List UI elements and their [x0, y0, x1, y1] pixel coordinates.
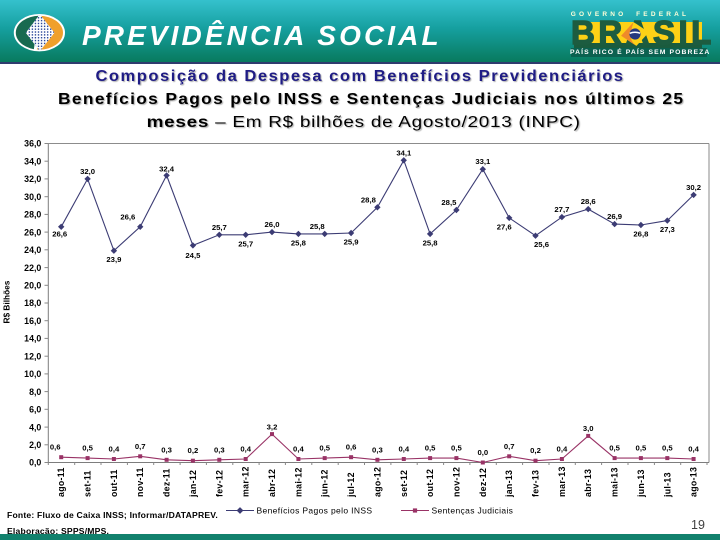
svg-text:25,7: 25,7	[238, 239, 253, 248]
svg-text:dez-11: dez-11	[162, 468, 172, 497]
svg-text:0,4: 0,4	[398, 445, 409, 454]
svg-text:30,2: 30,2	[686, 183, 701, 192]
svg-text:24,5: 24,5	[185, 251, 201, 260]
svg-text:33,1: 33,1	[475, 157, 491, 166]
svg-text:R$ Bilhões: R$ Bilhões	[2, 280, 12, 323]
svg-text:fev-13: fev-13	[531, 470, 541, 497]
svg-text:jun-12: jun-12	[320, 469, 330, 498]
svg-text:3,0: 3,0	[583, 424, 594, 433]
svg-text:14,0: 14,0	[24, 334, 41, 344]
svg-text:0,3: 0,3	[372, 445, 383, 454]
svg-text:0,5: 0,5	[636, 444, 647, 453]
svg-text:0,5: 0,5	[662, 444, 673, 453]
svg-text:28,8: 28,8	[361, 195, 377, 204]
svg-text:0,5: 0,5	[425, 444, 436, 453]
svg-text:26,8: 26,8	[633, 230, 649, 239]
svg-text:32,0: 32,0	[24, 174, 41, 184]
svg-text:3,2: 3,2	[267, 422, 278, 431]
svg-text:0,4: 0,4	[293, 445, 304, 454]
svg-text:0,7: 0,7	[504, 442, 515, 451]
svg-text:jul-12: jul-12	[346, 472, 356, 498]
svg-text:ago-13: ago-13	[689, 467, 699, 497]
svg-text:0,2: 0,2	[530, 446, 541, 455]
svg-text:ago-12: ago-12	[372, 467, 382, 497]
svg-text:28,5: 28,5	[441, 198, 457, 207]
svg-text:26,6: 26,6	[52, 229, 67, 238]
svg-text:0,3: 0,3	[214, 445, 225, 454]
svg-text:Benefícios Pagos pelo INSS: Benefícios Pagos pelo INSS	[257, 506, 373, 516]
svg-text:mai-12: mai-12	[293, 467, 303, 497]
svg-text:24,0: 24,0	[24, 245, 41, 255]
svg-text:26,0: 26,0	[265, 220, 280, 229]
svg-text:0,3: 0,3	[161, 445, 172, 454]
svg-text:4,0: 4,0	[29, 422, 41, 432]
svg-text:34,1: 34,1	[396, 148, 412, 157]
svg-text:10,0: 10,0	[24, 369, 41, 379]
svg-text:jan-12: jan-12	[188, 470, 198, 498]
svg-text:26,9: 26,9	[607, 212, 622, 221]
svg-text:18,0: 18,0	[24, 298, 41, 308]
svg-text:25,8: 25,8	[310, 222, 326, 231]
svg-text:mar-13: mar-13	[557, 466, 567, 497]
svg-text:ago-11: ago-11	[56, 467, 66, 497]
svg-text:22,0: 22,0	[24, 263, 41, 273]
svg-text:0,0: 0,0	[29, 458, 41, 468]
svg-text:27,3: 27,3	[660, 225, 675, 234]
svg-text:0,4: 0,4	[240, 445, 251, 454]
svg-text:0,4: 0,4	[688, 445, 699, 454]
svg-text:28,0: 28,0	[24, 210, 41, 220]
svg-text:27,6: 27,6	[497, 222, 512, 231]
svg-text:set-12: set-12	[399, 470, 409, 497]
svg-text:mar-12: mar-12	[241, 466, 251, 497]
svg-text:jan-13: jan-13	[504, 470, 514, 498]
svg-text:27,7: 27,7	[554, 205, 569, 214]
svg-text:25,8: 25,8	[291, 238, 307, 247]
svg-text:out-11: out-11	[109, 469, 119, 497]
svg-text:set-11: set-11	[83, 470, 93, 497]
svg-text:30,0: 30,0	[24, 192, 41, 202]
svg-text:25,9: 25,9	[344, 238, 359, 247]
svg-text:8,0: 8,0	[29, 387, 41, 397]
svg-text:25,6: 25,6	[534, 240, 549, 249]
svg-text:0,4: 0,4	[109, 445, 120, 454]
svg-text:0,0: 0,0	[477, 448, 488, 457]
svg-text:abr-13: abr-13	[583, 469, 593, 497]
svg-text:28,6: 28,6	[581, 197, 596, 206]
svg-text:0,5: 0,5	[319, 444, 330, 453]
svg-text:0,5: 0,5	[451, 444, 462, 453]
svg-text:26,0: 26,0	[24, 227, 41, 237]
svg-text:23,9: 23,9	[106, 255, 121, 264]
svg-text:0,2: 0,2	[188, 446, 199, 455]
svg-text:34,0: 34,0	[24, 156, 41, 166]
svg-text:32,4: 32,4	[159, 165, 175, 174]
svg-text:abr-12: abr-12	[267, 469, 277, 497]
svg-text:2,0: 2,0	[29, 440, 41, 450]
svg-text:0,5: 0,5	[82, 444, 93, 453]
svg-text:25,8: 25,8	[423, 238, 439, 247]
svg-text:0,5: 0,5	[609, 444, 620, 453]
svg-text:25,7: 25,7	[212, 223, 227, 232]
svg-text:fev-12: fev-12	[214, 470, 224, 497]
svg-text:mai-13: mai-13	[610, 467, 620, 497]
svg-text:20,0: 20,0	[24, 281, 41, 291]
svg-text:16,0: 16,0	[24, 316, 41, 326]
svg-text:nov-12: nov-12	[451, 467, 461, 497]
svg-text:nov-11: nov-11	[135, 467, 145, 497]
svg-text:26,6: 26,6	[120, 212, 135, 221]
svg-text:jul-13: jul-13	[662, 472, 672, 498]
svg-text:0,4: 0,4	[557, 445, 568, 454]
svg-text:dez-12: dez-12	[478, 468, 488, 497]
svg-text:0,7: 0,7	[135, 442, 146, 451]
svg-text:12,0: 12,0	[24, 351, 41, 361]
svg-text:32,0: 32,0	[80, 167, 95, 176]
svg-text:Sentenças Judiciais: Sentenças Judiciais	[432, 506, 514, 516]
svg-text:jun-13: jun-13	[636, 469, 646, 498]
svg-text:0,6: 0,6	[50, 443, 61, 452]
svg-text:6,0: 6,0	[29, 405, 41, 415]
svg-text:0,6: 0,6	[346, 443, 357, 452]
svg-text:36,0: 36,0	[24, 139, 41, 149]
svg-text:out-12: out-12	[425, 469, 435, 497]
